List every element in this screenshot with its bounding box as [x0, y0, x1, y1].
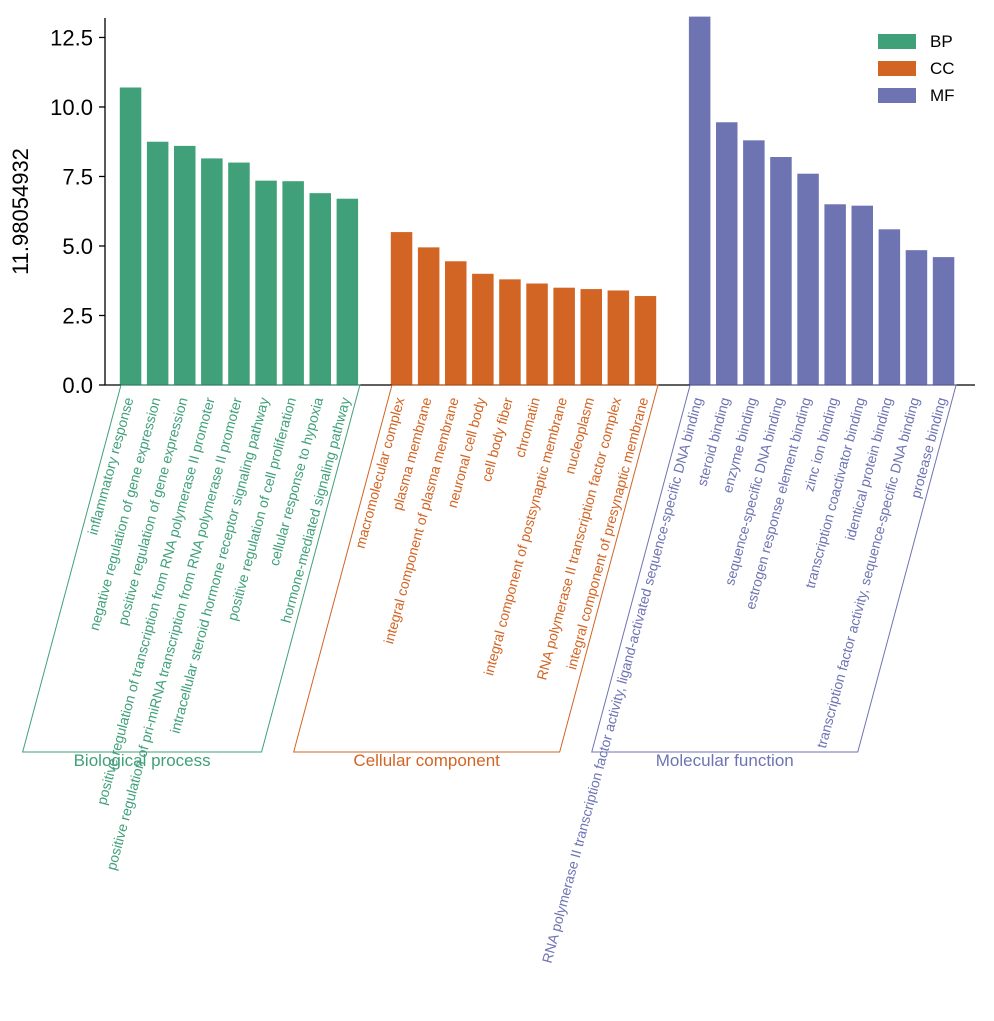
- legend: BP CC MF: [878, 32, 955, 105]
- category-label: positive regulation of pri-miRNA transcr…: [103, 395, 245, 871]
- y-tick-label: 10.0: [50, 95, 93, 120]
- bar-mf: [770, 157, 792, 385]
- y-tick-label: 12.5: [50, 25, 93, 50]
- bar-cc: [390, 232, 413, 385]
- group-frame-mf: [591, 384, 957, 753]
- bar-cc: [445, 261, 467, 385]
- bar-bp: [336, 198, 359, 385]
- group-frames: Biological process Cellular component Mole…: [22, 384, 957, 770]
- bar-cc: [553, 287, 575, 385]
- bar-bp: [174, 145, 196, 385]
- y-tick-label: 0.0: [62, 373, 93, 398]
- legend-swatch-cc: [878, 61, 916, 76]
- bar-mf: [716, 122, 738, 386]
- bar-mf: [851, 205, 873, 385]
- bar-cc: [580, 289, 602, 385]
- group-label-mf: Molecular function: [656, 751, 794, 770]
- y-axis-label: 11.98054932: [8, 148, 33, 275]
- bar-mf: [688, 16, 711, 385]
- bar-bp: [255, 180, 277, 385]
- bar-bp: [146, 141, 169, 385]
- bar-cc: [526, 283, 548, 385]
- bar-mf: [797, 173, 819, 385]
- bar-cc: [634, 296, 657, 385]
- bar-cc: [417, 247, 440, 385]
- group-frame-bp: [22, 384, 361, 753]
- y-tick-label: 7.5: [62, 164, 93, 189]
- bar-cc: [499, 279, 521, 385]
- group-label-bp: Biological process: [74, 751, 211, 770]
- bar-mf: [932, 257, 955, 385]
- legend-swatch-bp: [878, 34, 916, 49]
- bar-cc: [607, 290, 630, 385]
- legend-swatch-mf: [878, 88, 916, 103]
- legend-label-cc: CC: [930, 59, 955, 78]
- bar-cc: [472, 273, 494, 385]
- bar-bp: [309, 193, 331, 385]
- bar-bp: [228, 162, 250, 385]
- bars-layer: [119, 16, 955, 386]
- group-frame-cc: [293, 384, 659, 753]
- bar-bp: [119, 87, 142, 386]
- legend-label-bp: BP: [930, 32, 953, 51]
- bar-mf: [824, 204, 846, 385]
- y-tick-label: 5.0: [62, 234, 93, 259]
- group-label-cc: Cellular component: [353, 751, 500, 770]
- y-tick-label: 2.5: [62, 303, 93, 328]
- bar-mf: [743, 140, 765, 385]
- bar-bp: [201, 158, 223, 385]
- y-ticks: 0.0 2.5 5.0 7.5 10.0 12.5: [50, 25, 105, 398]
- bar-bp: [282, 181, 304, 385]
- bar-mf: [878, 229, 901, 385]
- bar-mf: [905, 250, 928, 385]
- legend-label-mf: MF: [930, 86, 955, 105]
- category-label: chromatin: [512, 396, 543, 460]
